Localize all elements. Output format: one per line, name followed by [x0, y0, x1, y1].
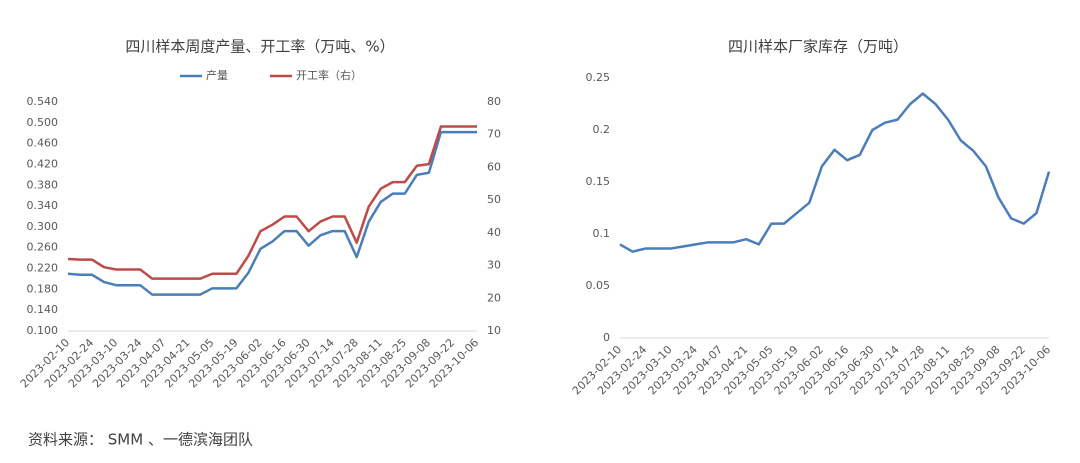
source-note: 资料来源： SMM 、一德滨海团队	[28, 431, 253, 449]
y2-tick-label: 50	[487, 193, 501, 206]
y2-tick-label: 30	[487, 259, 501, 272]
legend-label: 开工率（右）	[296, 68, 362, 82]
y-tick-label: 0.420	[27, 157, 59, 170]
y-tick-label: 0	[603, 331, 610, 344]
y-tick-label: 0.05	[586, 279, 611, 292]
y2-tick-label: 40	[487, 226, 501, 239]
y-tick-label: 0.380	[27, 178, 59, 191]
data-line	[619, 92, 1051, 253]
y-tick-label: 0.2	[593, 123, 611, 136]
y2-tick-label: 10	[487, 324, 501, 337]
y2-tick-label: 60	[487, 160, 501, 173]
y-tick-label: 0.15	[586, 175, 611, 188]
y-tick-label: 0.220	[27, 262, 59, 275]
y-tick-label: 0.140	[27, 303, 59, 316]
y-tick-label: 0.25	[586, 71, 611, 84]
chart-title: 四川样本厂家库存（万吨）	[728, 38, 908, 56]
y-tick-label: 0.540	[27, 95, 59, 108]
y-tick-label: 0.340	[27, 199, 59, 212]
y-tick-label: 0.100	[27, 324, 59, 337]
y2-tick-label: 20	[487, 291, 501, 304]
y-tick-label: 0.180	[27, 282, 59, 295]
y-tick-label: 0.460	[27, 137, 59, 150]
y-tick-label: 0.260	[27, 241, 59, 254]
data-line	[67, 125, 477, 280]
legend-label: 产量	[206, 68, 228, 82]
data-line	[67, 130, 477, 296]
y-tick-label: 0.1	[593, 227, 611, 240]
y-tick-label: 0.500	[27, 116, 59, 129]
y2-tick-label: 80	[487, 95, 501, 108]
chart-title: 四川样本周度产量、开工率（万吨、%）	[125, 38, 394, 56]
y-tick-label: 0.300	[27, 220, 59, 233]
y2-tick-label: 70	[487, 128, 501, 141]
